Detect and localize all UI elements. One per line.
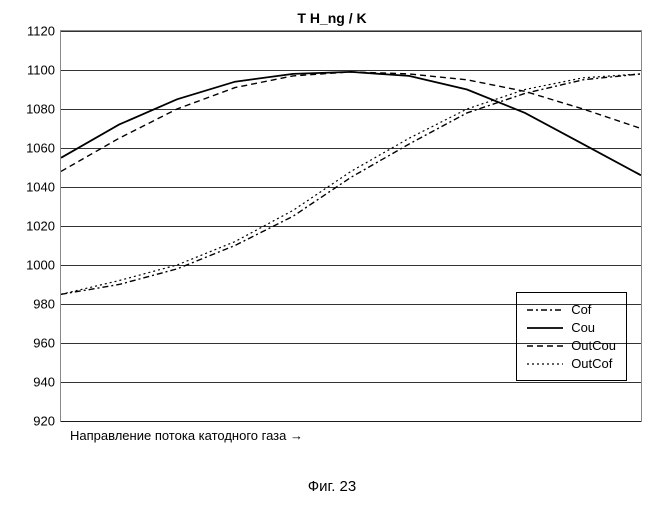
- gridline: [61, 187, 641, 188]
- figure-caption: Фиг. 23: [10, 478, 654, 495]
- gridline: [61, 109, 641, 110]
- legend: CofCouOutCouOutCof: [516, 292, 627, 381]
- legend-swatch-Cou: [527, 322, 563, 334]
- legend-label: OutCof: [571, 356, 612, 371]
- y-tick-label: 980: [33, 297, 55, 312]
- y-tick-label: 960: [33, 336, 55, 351]
- series-OutCou: [61, 72, 641, 171]
- legend-swatch-Cof: [527, 304, 563, 316]
- gridline: [61, 304, 641, 305]
- gridline: [61, 148, 641, 149]
- gridline: [61, 421, 641, 422]
- y-tick-label: 920: [33, 414, 55, 429]
- y-tick-label: 1020: [26, 219, 55, 234]
- series-Cou: [61, 72, 641, 175]
- y-tick-label: 1000: [26, 258, 55, 273]
- gridline: [61, 265, 641, 266]
- gridline: [61, 31, 641, 32]
- y-tick-label: 1060: [26, 141, 55, 156]
- legend-swatch-OutCou: [527, 340, 563, 352]
- gridline: [61, 70, 641, 71]
- legend-row: Cou: [527, 320, 616, 335]
- legend-swatch-OutCof: [527, 358, 563, 370]
- y-tick-label: 1080: [26, 102, 55, 117]
- legend-row: OutCou: [527, 338, 616, 353]
- y-tick-label: 1100: [27, 63, 55, 78]
- y-tick-label: 940: [33, 375, 55, 390]
- series-OutCof: [61, 74, 641, 294]
- y-tick-label: 1040: [26, 180, 55, 195]
- legend-row: OutCof: [527, 356, 616, 371]
- series-Cof: [61, 74, 641, 294]
- legend-label: Cou: [571, 320, 595, 335]
- chart-container: T H_ng / K CofCouOutCouOutCof 9209409609…: [10, 10, 654, 470]
- x-axis-label: Направление потока катодного газа →: [70, 428, 654, 443]
- gridline: [61, 382, 641, 383]
- gridline: [61, 343, 641, 344]
- plot-area: CofCouOutCouOutCof 920940960980100010201…: [60, 30, 642, 422]
- legend-label: OutCou: [571, 338, 616, 353]
- gridline: [61, 226, 641, 227]
- chart-title: T H_ng / K: [10, 10, 654, 26]
- y-tick-label: 1120: [27, 24, 55, 39]
